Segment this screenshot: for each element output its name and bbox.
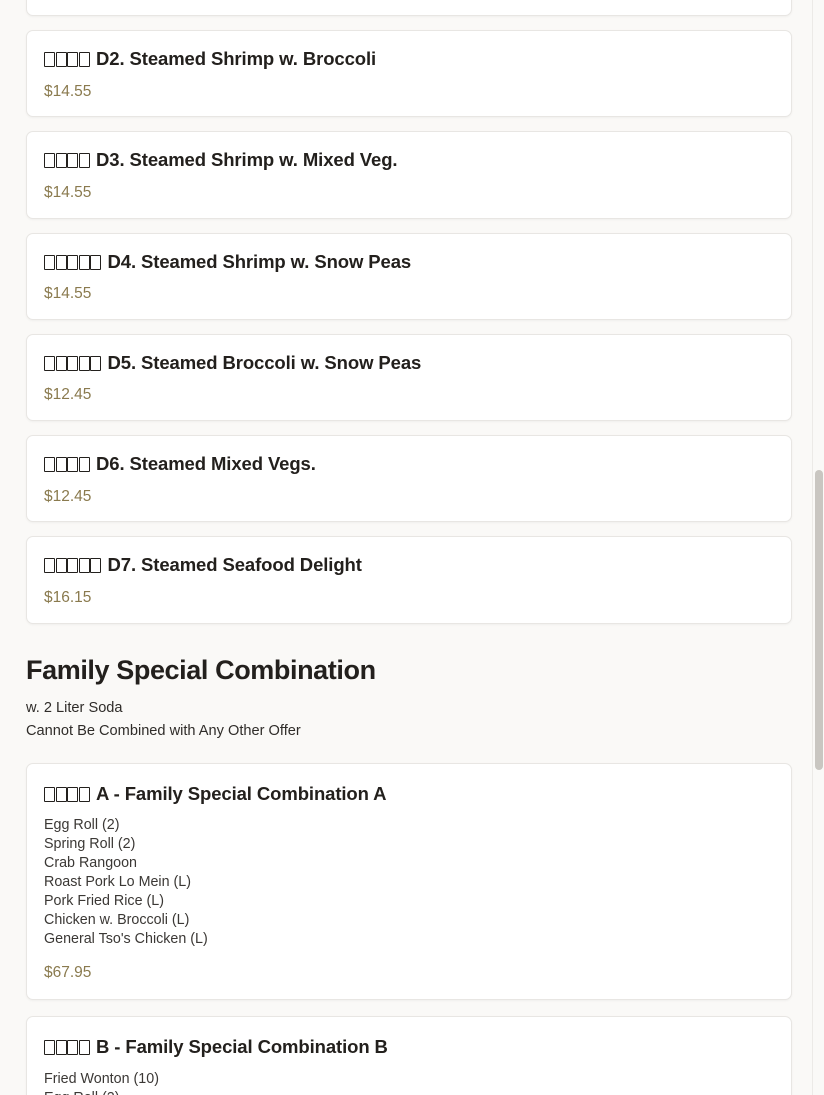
page-scrollbar[interactable] <box>812 0 824 1095</box>
page-scrollbar-thumb[interactable] <box>815 470 823 770</box>
missing-glyph-box <box>67 558 78 574</box>
missing-glyph-group <box>44 783 90 804</box>
combo-item-card[interactable]: B - Family Special Combination B Fried Wo… <box>26 1015 792 1095</box>
missing-glyph-box <box>78 254 90 270</box>
missing-glyph-box <box>90 355 101 371</box>
missing-glyph-group <box>44 352 102 373</box>
menu-item-title: D6. Steamed Mixed Vegs. <box>44 452 774 476</box>
menu-item-price: $67.95 <box>44 964 92 982</box>
menu-item-card[interactable]: D2. Steamed Shrimp w. Broccoli $14.55 <box>26 30 792 118</box>
missing-glyph-box <box>78 153 90 169</box>
menu-item-price: $14.55 <box>44 82 92 100</box>
menu-item-name: D6. Steamed Mixed Vegs. <box>96 453 316 475</box>
missing-glyph-box <box>78 558 90 574</box>
missing-glyph-box <box>78 1039 90 1055</box>
family-special-combination-section: Family Special Combination w. 2 Liter So… <box>26 654 792 1095</box>
combo-item-card[interactable]: A - Family Special Combination A Egg Roll… <box>26 762 792 1000</box>
missing-glyph-box <box>44 153 55 169</box>
missing-glyph-box <box>90 254 101 270</box>
missing-glyph-box <box>55 52 67 67</box>
menu-item-card[interactable]: D4. Steamed Shrimp w. Snow Peas $14.55 <box>26 232 792 320</box>
menu-item-name: D4. Steamed Shrimp w. Snow Peas <box>107 250 412 272</box>
menu-item-name: D7. Steamed Seafood Delight <box>107 554 362 576</box>
menu-item-card[interactable]: D3. Steamed Shrimp w. Mixed Veg. $14.55 <box>26 131 792 219</box>
menu-item-card[interactable]: D6. Steamed Mixed Vegs. $12.45 <box>26 435 792 523</box>
menu-item-description-line: Egg Roll (2) <box>44 817 120 834</box>
combo-item-title: B - Family Special Combination B <box>44 1035 774 1059</box>
missing-glyph-box <box>55 457 67 473</box>
section-note: w. 2 Liter Soda <box>26 699 123 716</box>
missing-glyph-box <box>44 1039 55 1055</box>
menu-item-description-line: Fried Wonton (10) <box>44 1070 159 1087</box>
menu-item-name: A - Family Special Combination A <box>96 782 387 804</box>
menu-item-name: D2. Steamed Shrimp w. Broccoli <box>96 48 377 69</box>
missing-glyph-box <box>90 558 101 574</box>
missing-glyph-box <box>44 52 55 67</box>
menu-item-title: D3. Steamed Shrimp w. Mixed Veg. <box>44 148 774 172</box>
combo-item-list: A - Family Special Combination A Egg Roll… <box>26 762 792 1095</box>
combo-item-title: A - Family Special Combination A <box>44 782 774 806</box>
menu-item-card[interactable]: D7. Steamed Seafood Delight $16.15 <box>26 536 792 624</box>
section-title: Family Special Combination <box>26 654 376 685</box>
menu-item-title: D5. Steamed Broccoli w. Snow Peas <box>44 351 774 375</box>
menu-item-price: $14.55 <box>44 183 92 201</box>
menu-item-list: D2. Steamed Shrimp w. Broccoli $14.55 D3. … <box>26 30 792 624</box>
menu-item-title: D7. Steamed Seafood Delight <box>44 553 774 577</box>
menu-item-title: D4. Steamed Shrimp w. Snow Peas <box>44 250 774 274</box>
missing-glyph-box <box>78 355 90 371</box>
menu-item-price: $12.45 <box>44 487 92 505</box>
missing-glyph-group <box>44 453 90 474</box>
missing-glyph-box <box>67 457 78 473</box>
menu-item-description: Egg Roll (2) Spring Roll (2) Crab Rangoon R… <box>44 816 774 949</box>
menu-item-description-line: Pork Fried Rice (L) <box>44 893 164 910</box>
menu-item-title: D2. Steamed Shrimp w. Broccoli <box>44 47 774 71</box>
missing-glyph-group <box>44 48 90 69</box>
menu-item-description-line: Spring Roll (2) <box>44 836 136 853</box>
missing-glyph-box <box>55 786 67 802</box>
missing-glyph-box <box>55 1039 67 1055</box>
menu-item-name: D3. Steamed Shrimp w. Mixed Veg. <box>96 149 398 171</box>
missing-glyph-box <box>78 786 90 802</box>
missing-glyph-box <box>67 786 78 802</box>
missing-glyph-box <box>44 254 55 270</box>
missing-glyph-box <box>55 153 67 169</box>
menu-item-description-line: Roast Pork Lo Mein (L) <box>44 874 191 891</box>
menu-item-description-line: General Tso's Chicken (L) <box>44 931 208 948</box>
missing-glyph-group <box>44 554 102 575</box>
menu-item-price: $12.45 <box>44 386 92 404</box>
section-note: Cannot Be Combined with Any Other Offer <box>26 723 301 740</box>
missing-glyph-box <box>67 355 78 371</box>
menu-item-description-line: Crab Rangoon <box>44 855 137 872</box>
menu-item-description-line: Egg Roll (2) <box>44 1089 774 1095</box>
missing-glyph-box <box>67 52 78 67</box>
missing-glyph-box <box>44 457 55 473</box>
menu-item-name: B - Family Special Combination B <box>96 1035 388 1057</box>
missing-glyph-group <box>44 251 102 272</box>
missing-glyph-box <box>55 254 67 270</box>
missing-glyph-box <box>55 355 67 371</box>
missing-glyph-group <box>44 1036 90 1057</box>
missing-glyph-group <box>44 149 90 170</box>
menu-item-description-line: Chicken w. Broccoli (L) <box>44 912 190 929</box>
missing-glyph-box <box>44 355 55 371</box>
missing-glyph-box <box>78 457 90 473</box>
menu-item-card-partial[interactable] <box>26 0 792 16</box>
missing-glyph-box <box>44 786 55 802</box>
menu-item-card[interactable]: D5. Steamed Broccoli w. Snow Peas $12.45 <box>26 333 792 422</box>
missing-glyph-box <box>78 52 90 67</box>
missing-glyph-box <box>55 558 67 574</box>
menu-item-price: $16.15 <box>44 589 92 606</box>
menu-item-name: D5. Steamed Broccoli w. Snow Peas <box>107 351 422 373</box>
missing-glyph-box <box>67 153 78 169</box>
section-notes: w. 2 Liter Soda Cannot Be Combined with … <box>26 697 792 744</box>
missing-glyph-box <box>67 1039 78 1055</box>
menu-item-description: Fried Wonton (10) Egg Roll (2) <box>44 1070 774 1095</box>
missing-glyph-box <box>44 558 55 574</box>
menu-item-price: $14.55 <box>44 285 92 303</box>
missing-glyph-box <box>67 254 78 270</box>
